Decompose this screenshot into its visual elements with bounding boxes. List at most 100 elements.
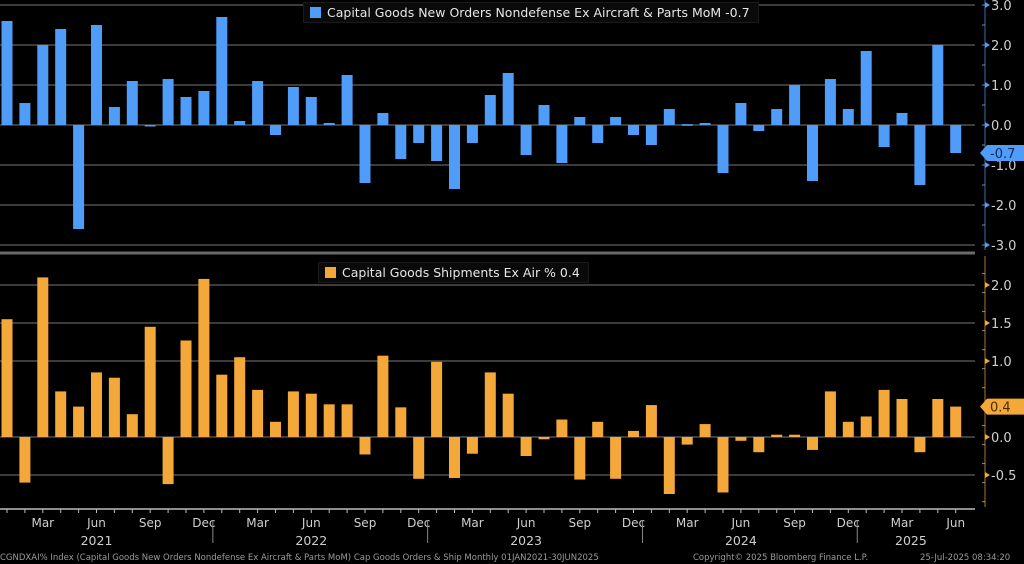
top-bar: [574, 117, 586, 125]
bottom-bar: [180, 340, 192, 437]
bottom-bar: [914, 437, 926, 453]
bottom-bar: [270, 421, 281, 437]
top-bar: [91, 25, 102, 125]
bottom-bar: [699, 424, 711, 437]
bottom-panel-bars: [1, 277, 962, 494]
bottom-bar: [932, 399, 944, 437]
bottom-bar: [413, 437, 425, 479]
top-last-value-flag: [980, 145, 1024, 161]
top-bar: [932, 45, 944, 125]
top-legend-swatch: [310, 7, 321, 18]
top-bar: [556, 125, 568, 163]
top-bar: [842, 109, 854, 125]
bottom-y-tick-label: -0.5: [991, 469, 1016, 484]
top-bar: [592, 125, 604, 143]
top-bar: [323, 123, 335, 125]
bottom-bar: [645, 405, 657, 437]
x-month-label: Mar: [676, 516, 699, 530]
top-bar: [144, 125, 156, 127]
bottom-bar: [878, 389, 890, 437]
bottom-last-value-label: 0.4: [990, 401, 1011, 416]
bottom-bar: [502, 393, 514, 437]
bottom-bar: [216, 374, 228, 437]
top-bar: [878, 125, 890, 147]
top-bar: [824, 79, 836, 125]
top-bar: [753, 125, 765, 131]
x-year-label: 2023: [510, 533, 542, 548]
bottom-legend-swatch: [325, 267, 336, 278]
top-bar: [681, 124, 693, 126]
bottom-y-tick-label: 1.0: [991, 355, 1012, 370]
bottom-bar: [628, 430, 639, 437]
bottom-bar: [162, 437, 174, 485]
bottom-bar: [234, 357, 246, 437]
top-bar: [807, 125, 818, 181]
bottom-last-value-flag: [980, 398, 1024, 415]
top-bar: [287, 87, 299, 125]
top-bar: [377, 113, 389, 125]
top-bar: [180, 97, 192, 125]
x-month-label: Dec: [192, 516, 215, 530]
x-month-label: Jun: [945, 516, 965, 530]
x-month-label: Sep: [354, 516, 377, 530]
top-bar: [1, 21, 13, 125]
top-bar: [341, 75, 353, 125]
top-tick-marker: [985, 162, 990, 168]
bottom-panel-y-axis: 2.0 1.5 1.0 0.0 -0.5 0.4: [980, 256, 1024, 507]
top-legend: Capital Goods New Orders Nondefense Ex A…: [303, 2, 759, 23]
top-bar: [55, 29, 67, 125]
top-tick-marker: [985, 202, 990, 208]
top-bar: [717, 125, 729, 173]
bottom-bar: [37, 277, 49, 437]
top-bar: [305, 97, 317, 125]
top-y-tick-label: -2.0: [991, 199, 1016, 214]
top-bar: [19, 103, 31, 125]
bottom-tick-marker: [985, 358, 990, 364]
bottom-y-tick-label: 2.0: [991, 279, 1012, 294]
top-bar: [699, 123, 711, 125]
x-month-label: Sep: [139, 516, 162, 530]
footer-timestamp: 25-Jul-2025 08:34:20: [920, 553, 1011, 563]
bottom-bar: [323, 404, 335, 437]
top-legend-label: Capital Goods New Orders Nondefense Ex A…: [327, 5, 750, 20]
top-bar: [771, 109, 783, 125]
bottom-bar: [896, 399, 908, 437]
bottom-bar: [592, 421, 604, 437]
top-tick-marker: [985, 122, 990, 128]
bottom-bar: [807, 437, 818, 450]
top-tick-marker: [985, 2, 990, 8]
footer-copyright: Copyright© 2025 Bloomberg Finance L.P.: [693, 553, 869, 563]
top-panel-grid: [0, 4, 975, 246]
top-bar: [359, 125, 371, 183]
bottom-tick-marker: [985, 472, 990, 478]
top-tick-marker: [985, 242, 990, 248]
bottom-bar: [55, 391, 67, 437]
x-month-label: Mar: [461, 516, 484, 530]
bottom-bar: [377, 355, 389, 437]
x-month-label: Mar: [31, 516, 54, 530]
bottom-bar: [574, 437, 586, 480]
top-bar: [198, 91, 210, 125]
x-month-label: Jun: [301, 516, 321, 530]
bottom-tick-marker: [985, 282, 990, 288]
top-bar: [395, 125, 407, 159]
bottom-legend-label: Capital Goods Shipments Ex Air % 0.4: [342, 265, 580, 280]
bottom-bar: [91, 372, 102, 437]
top-y-tick-label: -1.0: [991, 159, 1016, 174]
bottom-bar: [950, 406, 962, 437]
top-bar: [914, 125, 926, 185]
top-bar: [645, 125, 657, 145]
bottom-bar: [431, 361, 443, 437]
bottom-bar: [789, 434, 801, 437]
top-bar: [735, 103, 747, 125]
top-bar: [216, 17, 228, 125]
top-bar: [449, 125, 460, 189]
top-bar: [466, 125, 478, 143]
bottom-bar: [717, 437, 729, 493]
top-bar: [663, 109, 675, 125]
top-last-value-label: -0.7: [990, 147, 1015, 162]
top-bar: [126, 81, 138, 125]
bottom-bar: [287, 391, 299, 437]
bottom-bar: [449, 437, 460, 479]
bottom-bar: [198, 278, 210, 437]
